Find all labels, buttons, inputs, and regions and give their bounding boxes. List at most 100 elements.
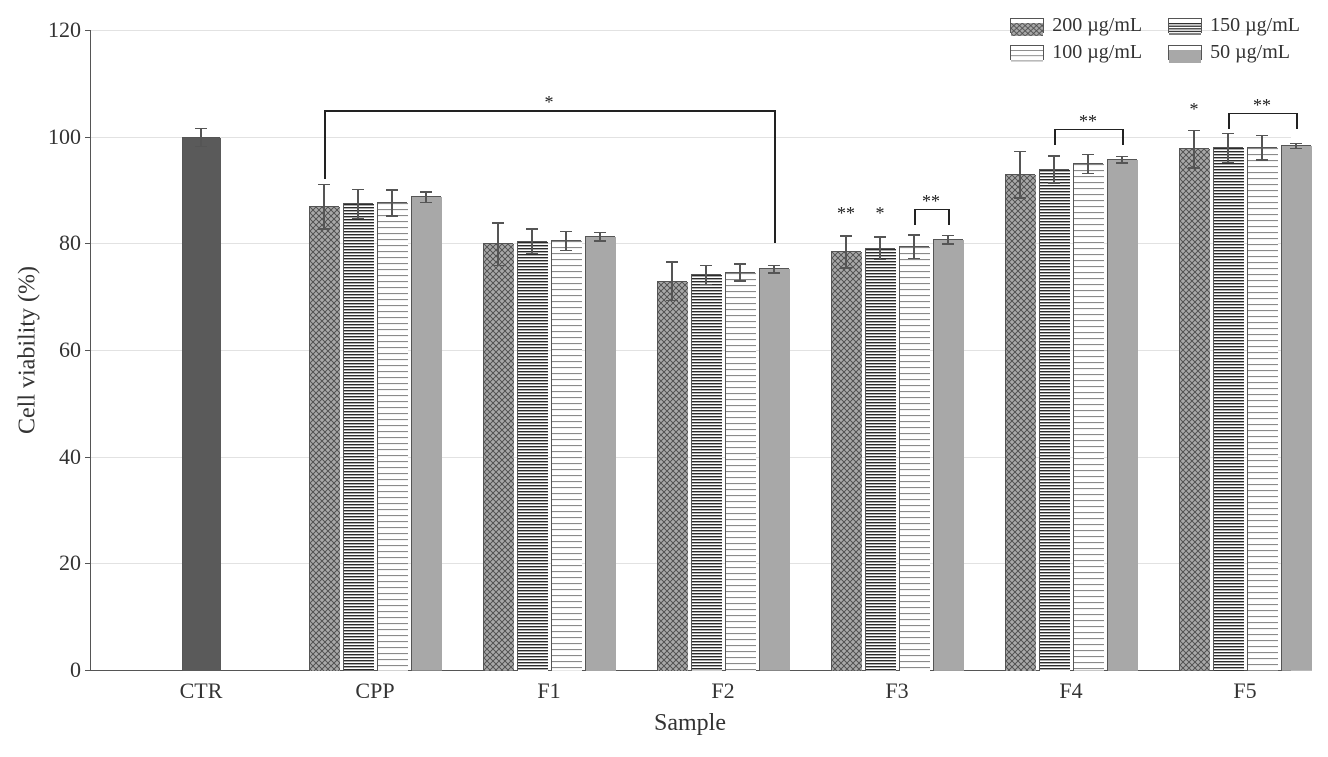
error-bar	[845, 235, 847, 267]
error-cap	[1290, 143, 1302, 145]
bar	[411, 196, 441, 670]
legend-item: 200 µg/mL	[1010, 14, 1142, 37]
y-tick-label: 20	[59, 550, 91, 576]
error-cap	[352, 218, 364, 220]
error-bar	[739, 263, 741, 280]
x-tick-label: CPP	[355, 670, 394, 704]
error-cap	[386, 215, 398, 217]
significance-label: *	[876, 203, 885, 224]
significance-bracket	[1228, 113, 1230, 129]
error-cap	[195, 128, 207, 130]
x-tick-label: F2	[711, 670, 734, 704]
grid-line	[91, 137, 1291, 138]
error-cap	[874, 236, 886, 238]
bar	[899, 246, 929, 670]
error-cap	[1222, 133, 1234, 135]
error-cap	[526, 253, 538, 255]
error-bar	[1087, 154, 1089, 173]
error-cap	[318, 184, 330, 186]
error-bar	[913, 234, 915, 257]
legend: 200 µg/mL150 µg/mL100 µg/mL50 µg/mL	[1010, 14, 1300, 64]
error-cap	[526, 228, 538, 230]
legend-label: 50 µg/mL	[1210, 41, 1290, 64]
y-tick-label: 40	[59, 444, 91, 470]
legend-swatch	[1168, 18, 1202, 33]
error-cap	[700, 265, 712, 267]
y-tick-label: 60	[59, 337, 91, 363]
error-cap	[908, 234, 920, 236]
error-cap	[1082, 173, 1094, 175]
error-cap	[1188, 130, 1200, 132]
error-cap	[942, 235, 954, 237]
error-cap	[560, 250, 572, 252]
error-bar	[1053, 155, 1055, 182]
bar	[585, 236, 615, 670]
error-cap	[1048, 155, 1060, 157]
error-cap	[1014, 151, 1026, 153]
error-bar	[200, 128, 202, 146]
error-cap	[1014, 197, 1026, 199]
x-tick-label: F3	[885, 670, 908, 704]
plot-area: 020406080100120CTRCPPF1F2F3F4F5*********…	[90, 30, 1291, 671]
significance-label: **	[1253, 95, 1271, 116]
y-axis-title: Cell viability (%)	[15, 266, 42, 434]
bar	[725, 272, 755, 670]
error-cap	[386, 189, 398, 191]
y-tick-label: 80	[59, 230, 91, 256]
error-cap	[768, 272, 780, 274]
error-bar	[565, 231, 567, 250]
bar	[831, 251, 861, 670]
error-cap	[195, 146, 207, 148]
x-tick-label: F5	[1233, 670, 1256, 704]
error-cap	[594, 240, 606, 242]
legend-swatch	[1168, 45, 1202, 60]
error-cap	[840, 267, 852, 269]
error-cap	[734, 263, 746, 265]
bar	[182, 137, 220, 670]
error-bar	[879, 236, 881, 258]
legend-item: 50 µg/mL	[1168, 41, 1300, 64]
legend-item: 100 µg/mL	[1010, 41, 1142, 64]
bar	[483, 243, 513, 670]
bar	[1073, 163, 1103, 670]
error-cap	[666, 261, 678, 263]
error-bar	[705, 265, 707, 284]
significance-label: **	[922, 191, 940, 212]
error-cap	[1222, 162, 1234, 164]
bar	[1281, 145, 1311, 670]
bar	[933, 239, 963, 670]
bar	[1107, 159, 1137, 670]
significance-bracket	[774, 110, 776, 243]
x-tick-label: CTR	[180, 670, 223, 704]
error-cap	[318, 228, 330, 230]
bar	[343, 203, 373, 670]
bar	[1039, 169, 1069, 670]
bar	[1213, 147, 1243, 670]
bar	[309, 206, 339, 670]
x-tick-label: F4	[1059, 670, 1082, 704]
error-bar	[391, 189, 393, 215]
error-bar	[497, 222, 499, 265]
error-cap	[840, 235, 852, 237]
significance-label: **	[1079, 111, 1097, 132]
significance-bracket	[1122, 129, 1124, 145]
error-cap	[734, 280, 746, 282]
bar	[1247, 147, 1277, 670]
error-cap	[1116, 156, 1128, 158]
error-cap	[666, 300, 678, 302]
significance-bracket	[324, 110, 326, 179]
error-cap	[420, 191, 432, 193]
chart-container: 020406080100120CTRCPPF1F2F3F4F5*********…	[0, 0, 1328, 757]
error-cap	[1290, 148, 1302, 150]
y-tick-label: 100	[48, 124, 91, 150]
significance-label: *	[545, 92, 554, 113]
error-bar	[1019, 151, 1021, 198]
error-cap	[700, 284, 712, 286]
error-bar	[531, 228, 533, 253]
significance-bracket	[914, 209, 916, 225]
legend-label: 200 µg/mL	[1052, 14, 1142, 37]
error-bar	[425, 191, 427, 202]
significance-label: **	[837, 203, 855, 224]
x-axis-title: Sample	[654, 710, 726, 737]
significance-bracket	[1296, 113, 1298, 129]
